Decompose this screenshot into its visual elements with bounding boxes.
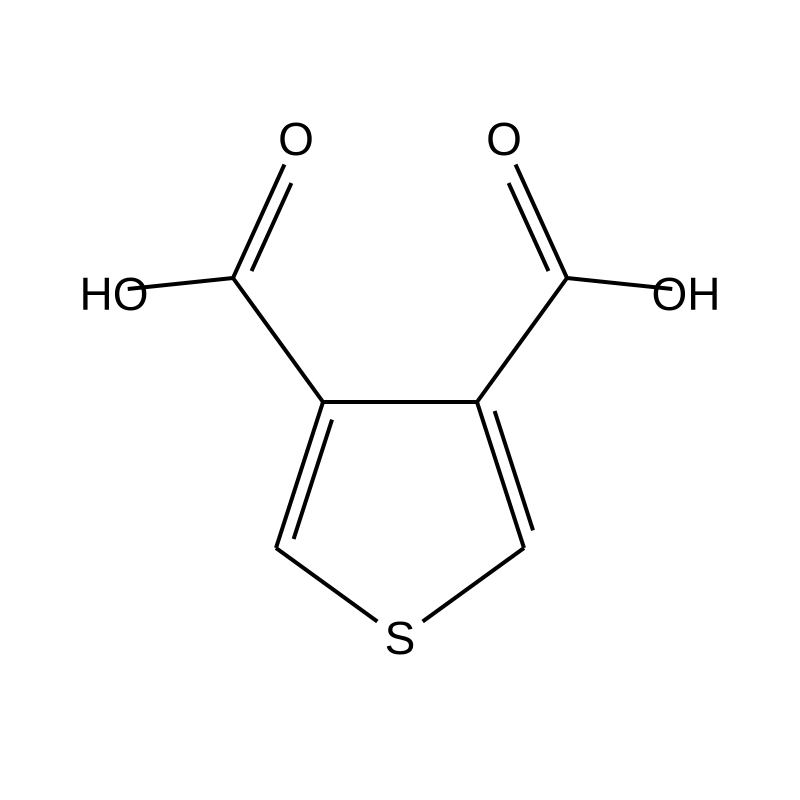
- atom-oxygen: O: [486, 113, 522, 165]
- atom-sulfur: S: [385, 612, 416, 664]
- bond: [423, 548, 524, 622]
- bond: [233, 278, 323, 402]
- bond: [276, 548, 377, 622]
- atom-hydroxyl-left: HO: [80, 268, 149, 320]
- atom-oxygen: O: [278, 113, 314, 165]
- atom-hydroxyl-right: OH: [652, 268, 721, 320]
- bond: [477, 278, 567, 402]
- chemical-structure-diagram: S O O HO OH: [0, 0, 800, 800]
- bond: [516, 165, 567, 278]
- bond: [233, 165, 284, 278]
